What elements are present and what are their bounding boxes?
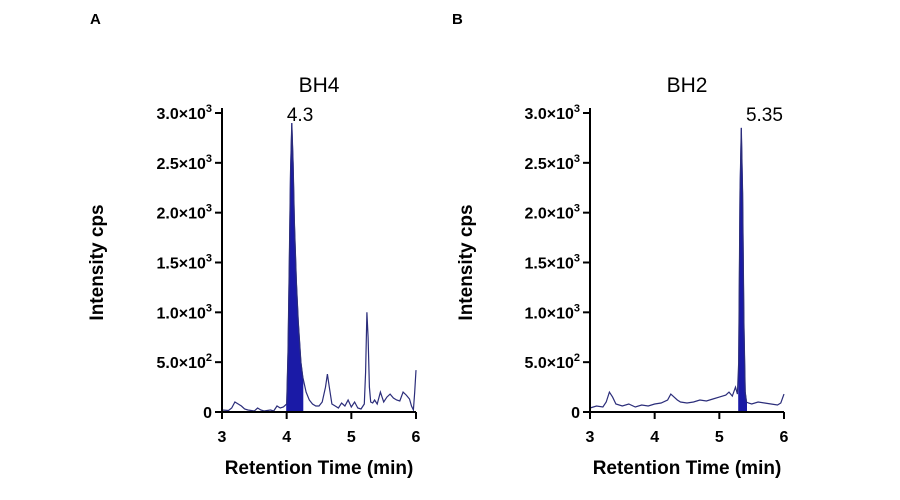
y-tick-label: 0: [571, 405, 580, 422]
y-axis-title: Intensity cps: [456, 204, 477, 320]
y-tick-label: 2.5×103: [156, 153, 212, 173]
y-axis-title: Intensity cps: [87, 204, 108, 320]
y-tick-label: 1.0×103: [524, 302, 580, 322]
y-tick-label: 0: [203, 405, 212, 422]
y-tick-label: 5.0×102: [156, 352, 212, 372]
y-tick-label: 2.0×103: [156, 203, 212, 223]
panel-letter-b: B: [452, 11, 463, 28]
chart-panel-a: A BH4 4.3 0 5.0×102 1.0×103 1.5×103 2.0×103 2.5×…: [87, 11, 421, 479]
x-tick-label: 3: [586, 429, 595, 446]
x-tick-label: 4: [282, 429, 291, 446]
x-axis-title: Retention Time (min): [593, 458, 782, 479]
y-tick-label: 2.0×103: [524, 203, 580, 223]
y-tick-label: 1.5×103: [156, 253, 212, 273]
x-tick-label: 4: [650, 429, 659, 446]
x-tick-label: 5: [715, 429, 724, 446]
peak-label: 5.35: [746, 105, 783, 126]
x-axis-title: Retention Time (min): [225, 458, 414, 479]
y-tick-label: 2.5×103: [524, 153, 580, 173]
y-tick-label: 3.0×103: [156, 103, 212, 123]
x-tick-label: 3: [218, 429, 227, 446]
chromatogram-trace: [589, 127, 785, 409]
x-tick-label: 6: [780, 429, 789, 446]
y-tick-label: 5.0×102: [524, 352, 580, 372]
chart-title: BH2: [667, 74, 708, 97]
chart-title: BH4: [299, 74, 340, 97]
y-tick-label: 1.0×103: [156, 302, 212, 322]
x-tick-label: 6: [412, 429, 421, 446]
x-tick-label: 5: [347, 429, 356, 446]
chromatogram-trace: [221, 122, 417, 413]
chart-panel-b: B BH2 5.35 0 5.0×102 1.0×103 1.5×103 2.0×103 2.5…: [452, 11, 789, 479]
peak-label: 4.3: [287, 105, 313, 126]
y-tick-label: 1.5×103: [524, 253, 580, 273]
y-tick-label: 3.0×103: [524, 103, 580, 123]
panel-letter-a: A: [90, 11, 101, 28]
